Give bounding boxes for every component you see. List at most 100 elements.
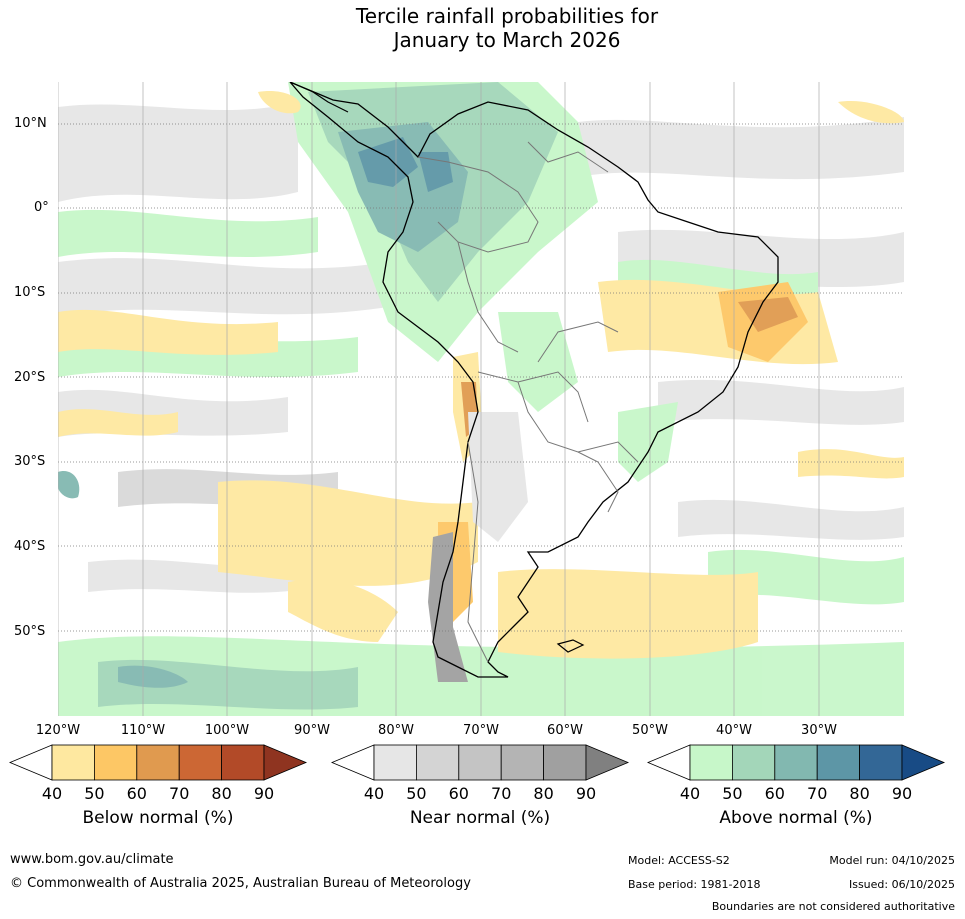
- lon-label: 120°W: [35, 723, 81, 738]
- disclaimer: Boundaries are not considered authoritat…: [711, 900, 955, 913]
- copyright: © Commonwealth of Australia 2025, Austra…: [10, 876, 471, 891]
- legend-above-normal: Above normal (%) 40 50 60 70 80 90: [646, 744, 946, 834]
- colorbar-segment: [416, 744, 460, 781]
- colorbar-segment: [774, 744, 818, 781]
- near-normal-band: [678, 499, 904, 540]
- legend-title: Above normal (%): [719, 808, 873, 828]
- lon-label: 50°W: [632, 723, 668, 738]
- colorbar-tick-label: 90: [253, 784, 275, 803]
- colorbar-tick-label: 60: [448, 784, 469, 803]
- lat-label: 20°S: [14, 370, 46, 385]
- legend-below-normal: Below normal (%) 40 50 60 70 80 90: [8, 744, 308, 834]
- title-line-2: January to March 2026: [393, 28, 621, 52]
- above-normal-patch: [58, 209, 318, 257]
- south-america-coastline: [289, 82, 779, 678]
- near-normal-patch: [428, 532, 468, 682]
- colorbar-tick-label: 50: [406, 784, 427, 803]
- lon-label: 80°W: [378, 723, 414, 738]
- colorbar-tick-label: 90: [575, 784, 597, 803]
- source-url: www.bom.gov.au/climate: [10, 852, 174, 867]
- colorbar-segment: [221, 744, 265, 781]
- colorbar-segment: [458, 744, 502, 781]
- lat-label: 10°N: [14, 116, 47, 131]
- lat-label: 10°S: [14, 285, 46, 300]
- colorbar-tick-label: 70: [807, 784, 828, 803]
- lon-label: 40°W: [716, 723, 752, 738]
- colorbar-low-extension: [330, 744, 375, 781]
- below-normal-patch: [218, 480, 478, 586]
- colorbar-low-extension: [646, 744, 691, 781]
- colorbar-tick-label: 40: [41, 784, 63, 803]
- lat-label: 30°S: [14, 454, 46, 469]
- lon-label: 110°W: [120, 723, 166, 738]
- meridians: [58, 82, 820, 716]
- lat-label: 0°: [34, 200, 49, 215]
- colorbar-segment: [51, 744, 95, 781]
- colorbar-tick-label: 40: [679, 784, 701, 803]
- lon-label: 70°W: [463, 723, 499, 738]
- country-borders: [417, 141, 639, 663]
- colorbar-tick-label: 60: [126, 784, 147, 803]
- colorbar-tick-label: 40: [363, 784, 385, 803]
- near-normal-band: [658, 379, 904, 425]
- lat-label: 40°S: [14, 539, 46, 554]
- above-normal-patch: [58, 471, 80, 499]
- near-normal-patch: [468, 412, 528, 542]
- colorbar-segment: [859, 744, 903, 781]
- colorbar-segment: [500, 744, 544, 781]
- falkland-islands: [556, 639, 585, 653]
- lon-label: 60°W: [547, 723, 583, 738]
- colorbar-segment: [94, 744, 138, 781]
- above-normal-patch: [118, 665, 188, 688]
- map-panel: [58, 82, 904, 716]
- probability-patches: [58, 82, 904, 716]
- colorbar-high-extension: [585, 744, 630, 781]
- colorbar-tick-label: 80: [533, 784, 554, 803]
- colorbar-tick-label: 50: [722, 784, 743, 803]
- central-america-coastline: [289, 82, 349, 113]
- near-normal-band: [58, 258, 388, 317]
- colorbar-tick-label: 70: [491, 784, 512, 803]
- colorbar: [8, 744, 308, 781]
- below-normal-patch: [798, 449, 904, 479]
- map-title: Tercile rainfall probabilities for Janua…: [0, 4, 965, 52]
- colorbar: [330, 744, 630, 781]
- below-normal-patch: [838, 101, 904, 124]
- near-normal-band: [58, 102, 298, 202]
- below-normal-patch: [58, 409, 178, 437]
- colorbar-segment: [816, 744, 860, 781]
- lon-label: 90°W: [294, 723, 330, 738]
- lon-label: 30°W: [801, 723, 837, 738]
- below-normal-patch: [258, 91, 301, 114]
- model-run: Model run: 04/10/2025: [829, 854, 955, 867]
- colorbar-high-extension: [901, 744, 946, 781]
- legend-title: Near normal (%): [409, 808, 551, 828]
- base-period: Base period: 1981-2018: [628, 878, 761, 891]
- title-line-1: Tercile rainfall probabilities for: [355, 4, 659, 28]
- legend-title: Below normal (%): [82, 808, 234, 828]
- lon-label: 100°W: [204, 723, 250, 738]
- colorbar-segment: [689, 744, 733, 781]
- colorbar-segment: [136, 744, 180, 781]
- colorbar-segment: [373, 744, 417, 781]
- lat-label: 50°S: [14, 624, 46, 639]
- colorbar-tick-label: 80: [211, 784, 232, 803]
- colorbar-tick-label: 80: [849, 784, 870, 803]
- colorbar: [646, 744, 946, 781]
- colorbar-segment: [178, 744, 222, 781]
- colorbar-tick-label: 50: [84, 784, 105, 803]
- model-name: Model: ACCESS-S2: [628, 854, 730, 867]
- colorbar-segment: [732, 744, 776, 781]
- colorbar-segment: [543, 744, 587, 781]
- below-normal-patch: [498, 569, 758, 659]
- near-normal-band: [578, 117, 904, 180]
- legend-near-normal: Near normal (%) 40 50 60 70 80 90: [330, 744, 630, 834]
- colorbar-low-extension: [8, 744, 53, 781]
- colorbar-tick-label: 70: [169, 784, 190, 803]
- colorbar-high-extension: [263, 744, 308, 781]
- below-normal-patch: [58, 309, 278, 355]
- colorbar-tick-label: 90: [891, 784, 913, 803]
- rainfall-probability-map: [58, 82, 904, 716]
- issued-date: Issued: 06/10/2025: [848, 878, 955, 891]
- below-normal-patch: [288, 579, 398, 642]
